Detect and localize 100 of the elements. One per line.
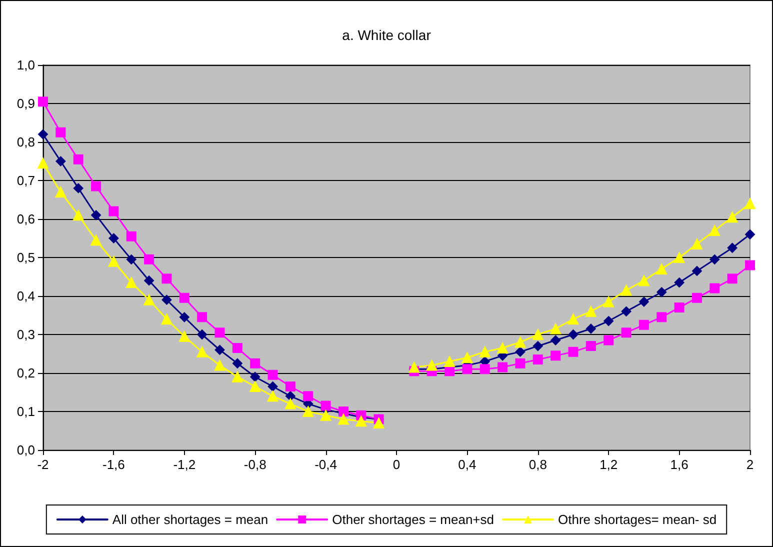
point bbox=[674, 278, 684, 288]
point bbox=[727, 242, 738, 253]
point bbox=[214, 360, 226, 371]
point bbox=[108, 256, 120, 267]
point bbox=[621, 328, 632, 338]
point bbox=[674, 252, 685, 263]
y-tick-label: 0,5 bbox=[16, 250, 35, 265]
point bbox=[162, 294, 172, 305]
point bbox=[303, 391, 314, 402]
point bbox=[532, 329, 544, 340]
point bbox=[284, 398, 296, 410]
point bbox=[604, 335, 614, 346]
point bbox=[91, 181, 102, 192]
point bbox=[126, 254, 136, 264]
y-tick-label: 0,7 bbox=[16, 173, 35, 188]
y-tick-label: 0,6 bbox=[16, 212, 35, 226]
x-tick-label: 2 bbox=[746, 457, 754, 472]
point bbox=[638, 275, 650, 286]
point bbox=[268, 381, 278, 392]
point bbox=[585, 306, 596, 317]
x-tick-label: -2 bbox=[37, 457, 49, 472]
point bbox=[196, 346, 208, 358]
point bbox=[550, 335, 561, 346]
point bbox=[108, 206, 119, 216]
point bbox=[108, 233, 119, 244]
y-tick-label: 0,1 bbox=[16, 404, 35, 419]
point bbox=[480, 364, 490, 374]
point bbox=[691, 238, 702, 250]
point bbox=[144, 276, 154, 286]
point bbox=[621, 306, 632, 316]
chart-title: a. White collar bbox=[342, 27, 432, 43]
point bbox=[90, 234, 102, 246]
y-tick-label: 0,0 bbox=[16, 442, 35, 458]
point bbox=[373, 418, 384, 429]
point bbox=[267, 390, 278, 402]
point bbox=[462, 364, 472, 374]
point bbox=[444, 356, 456, 367]
point bbox=[232, 371, 243, 382]
point bbox=[462, 352, 473, 364]
point bbox=[38, 129, 48, 140]
point bbox=[532, 354, 543, 365]
point bbox=[638, 296, 649, 307]
point bbox=[532, 341, 543, 352]
point bbox=[498, 362, 508, 372]
point bbox=[144, 254, 154, 264]
point bbox=[232, 342, 242, 353]
point bbox=[91, 210, 102, 220]
x-tick-label: -1,2 bbox=[173, 457, 196, 472]
y-tick-label: 0,3 bbox=[16, 327, 35, 342]
point bbox=[444, 366, 455, 376]
y-tick-label: 0,9 bbox=[16, 96, 35, 111]
x-tick-label: 0,8 bbox=[528, 457, 547, 472]
point bbox=[515, 358, 526, 368]
point bbox=[72, 210, 84, 221]
point bbox=[179, 292, 190, 303]
point bbox=[603, 296, 614, 308]
point bbox=[710, 254, 720, 264]
y-tick-label: 1,0 bbox=[16, 58, 35, 72]
point bbox=[550, 350, 561, 361]
point bbox=[126, 231, 136, 242]
point bbox=[638, 320, 649, 330]
point bbox=[285, 381, 296, 392]
point bbox=[727, 274, 738, 284]
point bbox=[73, 154, 84, 164]
point bbox=[656, 312, 667, 322]
x-tick-label: 0 bbox=[392, 457, 400, 472]
point bbox=[568, 314, 579, 325]
point bbox=[250, 358, 260, 368]
point bbox=[214, 328, 225, 338]
point bbox=[179, 312, 190, 322]
point bbox=[162, 274, 172, 284]
point bbox=[479, 346, 490, 358]
x-tick-label: -1,6 bbox=[102, 457, 125, 472]
point bbox=[197, 330, 208, 340]
point bbox=[586, 341, 596, 352]
x-tick-label: -0,4 bbox=[314, 457, 338, 472]
legend-label: All other shortages = mean bbox=[112, 512, 268, 527]
point bbox=[710, 283, 720, 294]
point bbox=[709, 225, 720, 236]
point bbox=[586, 324, 596, 334]
point bbox=[250, 372, 260, 382]
point bbox=[692, 292, 702, 303]
point bbox=[744, 198, 756, 210]
point bbox=[692, 266, 702, 276]
point bbox=[338, 414, 349, 425]
x-tick-label: 0,4 bbox=[458, 457, 476, 472]
point bbox=[320, 410, 332, 421]
point bbox=[197, 312, 208, 322]
point bbox=[161, 314, 172, 325]
point bbox=[514, 336, 526, 348]
x-tick-label: -0,8 bbox=[244, 457, 266, 472]
point bbox=[656, 287, 667, 298]
point bbox=[426, 360, 438, 371]
point bbox=[674, 302, 684, 313]
x-tick-label: 1,6 bbox=[670, 457, 688, 472]
point bbox=[745, 260, 755, 270]
point bbox=[497, 342, 508, 354]
y-tick-label: 0,4 bbox=[16, 288, 35, 304]
legend-label: Othre shortages= mean- sd bbox=[558, 512, 717, 527]
point bbox=[356, 416, 367, 427]
